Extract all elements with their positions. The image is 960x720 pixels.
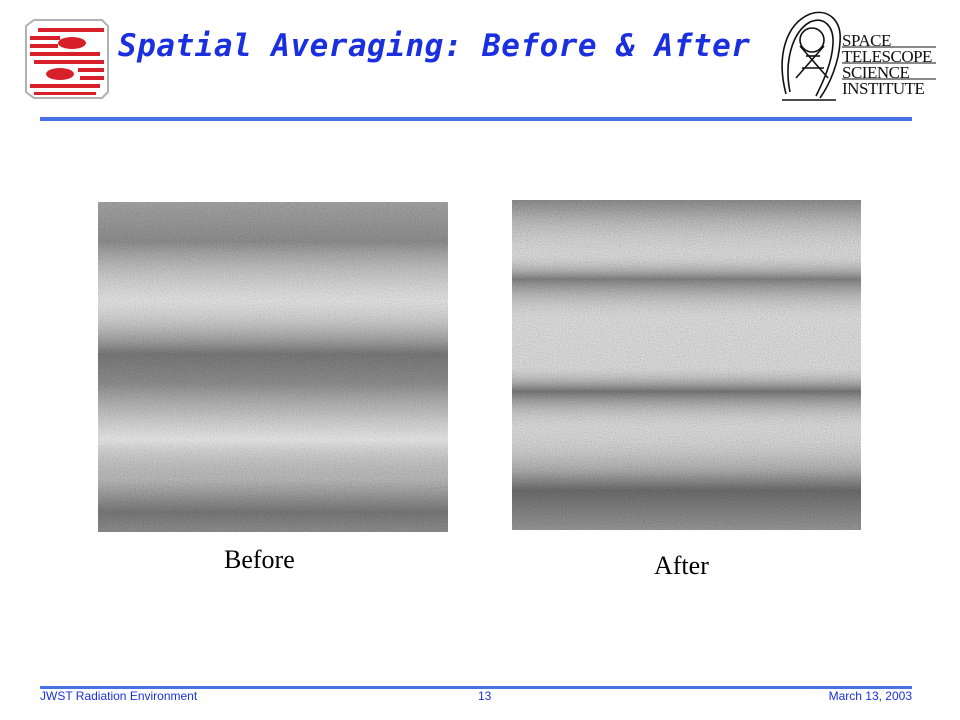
title-divider [40,117,912,121]
slide-number: 13 [478,689,492,703]
footer-presentation-title: JWST Radiation Environment [40,689,198,703]
logo-text-line: SCIENCE [842,63,909,82]
footer-divider [40,686,912,689]
before-image [98,202,448,532]
organization-logo [25,19,109,99]
logo-text-line: INSTITUTE [842,79,924,98]
before-caption: Before [224,545,295,574]
slide-title: Spatial Averaging: Before & After [118,28,751,64]
after-image [512,200,861,530]
stsci-logo: SPACE TELESCOPE SCIENCE INSTITUTE [781,11,936,101]
footer-date: March 13, 2003 [828,689,912,703]
logo-text-line: SPACE [842,31,891,50]
after-caption: After [654,551,709,580]
logo-text-line: TELESCOPE [842,47,932,66]
